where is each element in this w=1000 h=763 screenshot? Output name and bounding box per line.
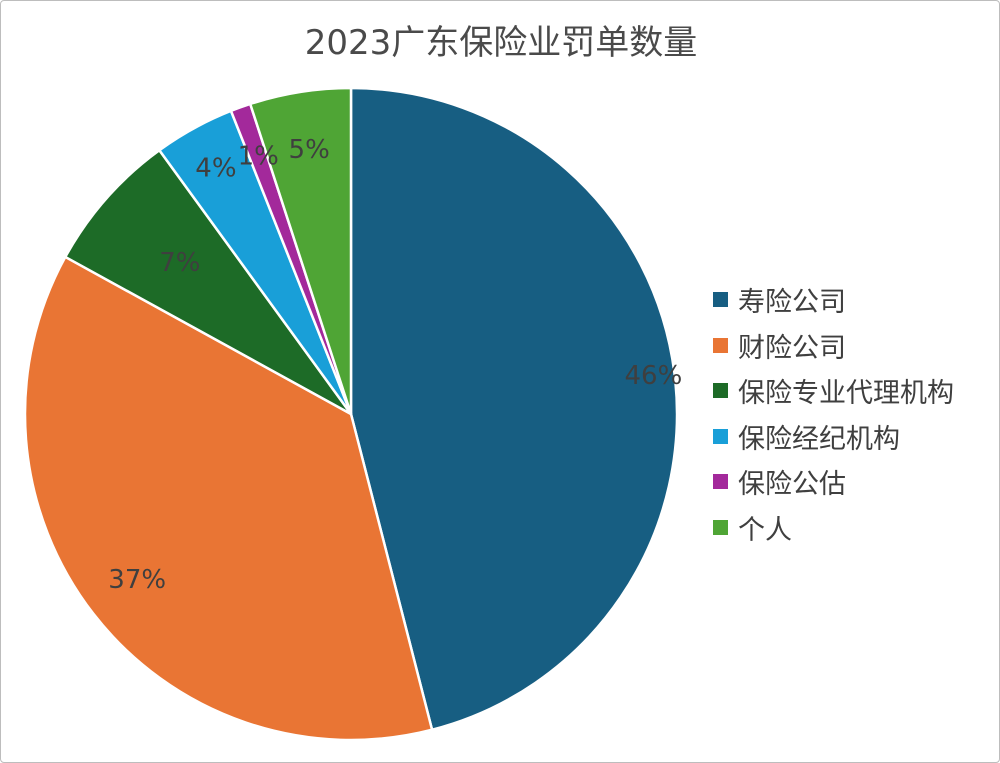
slice-percent-label: 37% bbox=[108, 565, 166, 595]
legend-label: 保险公估 bbox=[738, 469, 846, 501]
legend-swatch bbox=[713, 474, 728, 490]
legend-item: 个人 bbox=[713, 505, 954, 551]
legend-label: 保险经纪机构 bbox=[738, 423, 900, 455]
pie-slice bbox=[64, 149, 353, 416]
legend: 寿险公司财险公司保险专业代理机构 保险经纪机构 保险公估个人 bbox=[713, 277, 954, 550]
legend-label: 保险专业代理机构 bbox=[738, 378, 954, 410]
legend-swatch bbox=[713, 292, 728, 308]
legend-label: 财险公司 bbox=[738, 332, 846, 364]
chart-title: 2023广东保险业罚单数量 bbox=[304, 23, 698, 63]
slice-percent-label: 1% bbox=[238, 141, 279, 171]
slice-percent-label: 5% bbox=[289, 135, 330, 165]
legend-label: 寿险公司 bbox=[738, 287, 846, 319]
slice-percent-label: 4% bbox=[195, 153, 236, 183]
legend-item: 财险公司 bbox=[713, 323, 954, 369]
legend-swatch bbox=[713, 337, 728, 353]
slice-percent-label: 7% bbox=[159, 248, 200, 278]
legend-item: 保险公估 bbox=[713, 459, 954, 505]
legend-label: 个人 bbox=[738, 514, 792, 546]
legend-swatch bbox=[713, 383, 728, 399]
legend-item: 寿险公司 bbox=[713, 277, 954, 323]
legend-swatch bbox=[713, 519, 728, 535]
legend-item: 保险专业代理机构 bbox=[713, 368, 954, 414]
slice-percent-label: 46% bbox=[625, 361, 683, 391]
legend-item: 保险经纪机构 bbox=[713, 414, 954, 460]
legend-swatch bbox=[713, 428, 728, 444]
pie-slice bbox=[23, 255, 434, 742]
pie-slice bbox=[249, 86, 353, 416]
pie-slice bbox=[349, 86, 679, 732]
